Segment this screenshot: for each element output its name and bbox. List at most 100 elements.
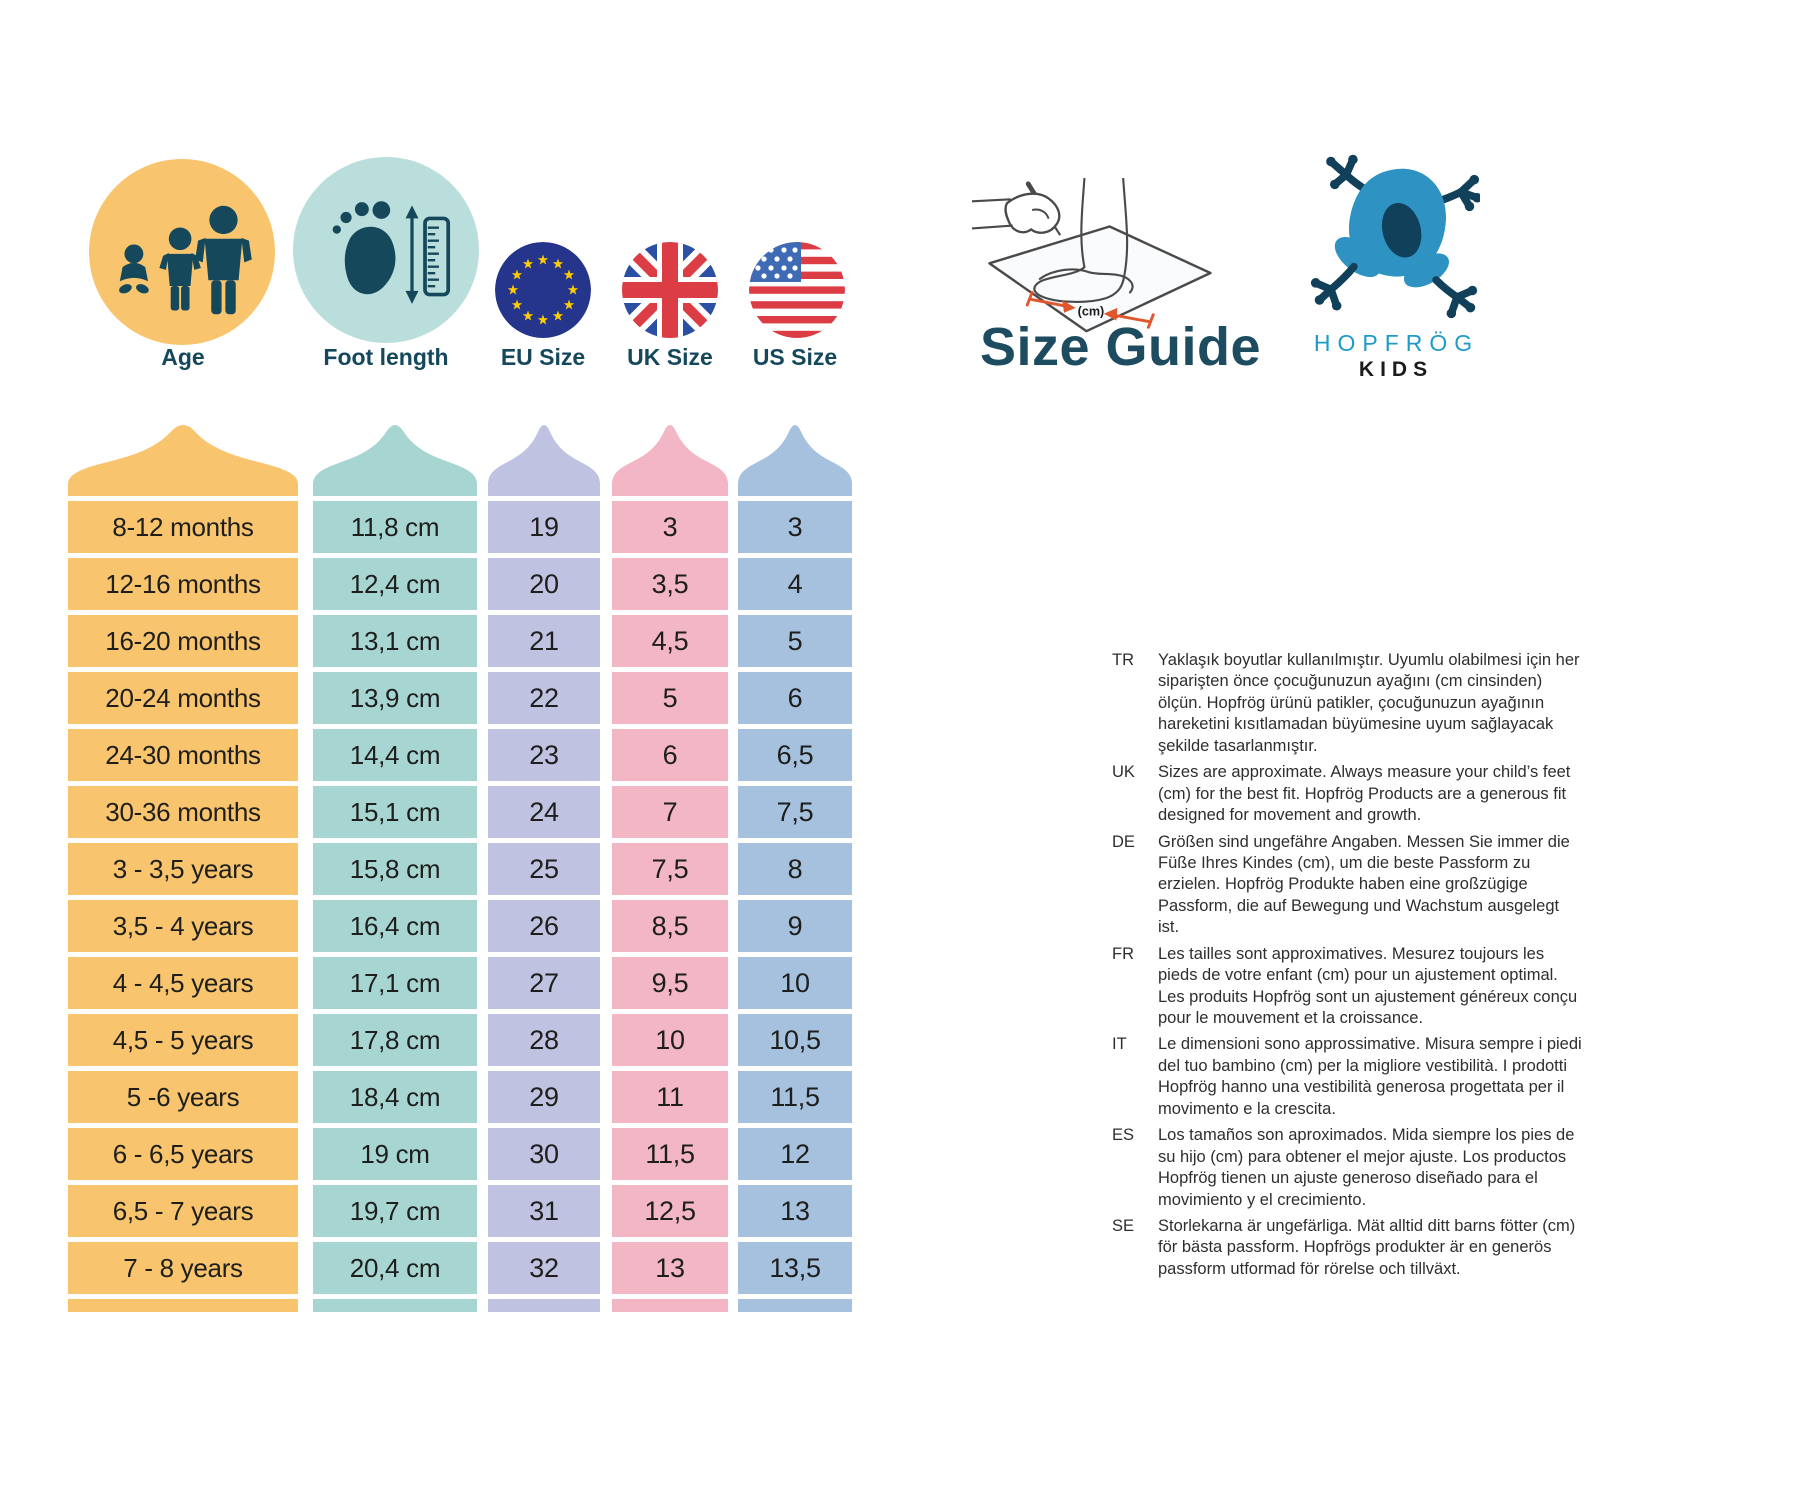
age-cell: 6 - 6,5 years bbox=[68, 1128, 298, 1180]
column-arch-top bbox=[612, 425, 728, 496]
uk-size-cell: 11 bbox=[612, 1071, 728, 1123]
foot-length-cell: 14,4 cm bbox=[313, 729, 477, 781]
us-size-cell: 12 bbox=[738, 1128, 852, 1180]
eu-flag-icon bbox=[495, 242, 591, 338]
note-lang: FR bbox=[1112, 944, 1134, 963]
foot-measuring-illustration: (cm) bbox=[972, 178, 1212, 333]
eu-size-cell: 29 bbox=[488, 1071, 600, 1123]
age-cell: 3,5 - 4 years bbox=[68, 900, 298, 952]
note-lang: ES bbox=[1112, 1126, 1135, 1145]
cropped-next-row bbox=[313, 1299, 477, 1312]
uk-size-cell: 8,5 bbox=[612, 900, 728, 952]
column-header-uk-size: UK Size bbox=[627, 344, 713, 370]
age-cell: 12-16 months bbox=[68, 558, 298, 610]
foot-length-cell: 18,4 cm bbox=[313, 1071, 477, 1123]
foot-length-cell: 19,7 cm bbox=[313, 1185, 477, 1237]
note-text: Los tamaños son aproximados. Mida siempr… bbox=[1158, 1126, 1575, 1209]
foot-length-cell: 12,4 cm bbox=[313, 558, 477, 610]
table-column-uk-size: 3 3,5 4,5 5 6 7 7,5 8,5 9,5 10 11 11,5 12,5 13 bbox=[612, 420, 728, 1312]
us-size-cell: 5 bbox=[738, 615, 852, 667]
foot-length-cell: 17,1 cm bbox=[313, 957, 477, 1009]
column-header-us-size: US Size bbox=[752, 344, 838, 370]
eu-size-cell: 21 bbox=[488, 615, 600, 667]
note-text: Le dimensioni sono approssimative. Misur… bbox=[1158, 1035, 1582, 1118]
note-lang: TR bbox=[1112, 651, 1134, 669]
us-size-cell: 6 bbox=[738, 672, 852, 724]
cropped-next-row bbox=[68, 1299, 298, 1312]
uk-size-cell: 3 bbox=[612, 501, 728, 553]
column-header-foot-length: Foot length bbox=[323, 344, 449, 370]
eu-size-cell: 32 bbox=[488, 1242, 600, 1294]
age-cell: 24-30 months bbox=[68, 729, 298, 781]
table-column-eu-size: 19 20 21 22 23 24 25 26 27 28 29 30 31 32 bbox=[488, 420, 600, 1312]
us-size-cell: 3 bbox=[738, 501, 852, 553]
us-flag-icon bbox=[749, 242, 845, 338]
note-lang: DE bbox=[1112, 832, 1135, 851]
frog-logo-icon bbox=[1310, 154, 1480, 319]
us-size-cell: 8 bbox=[738, 843, 852, 895]
note-lang: SE bbox=[1112, 1216, 1135, 1235]
age-cell: 8-12 months bbox=[68, 501, 298, 553]
age-cell: 7 - 8 years bbox=[68, 1242, 298, 1294]
column-header-age: Age bbox=[161, 344, 205, 370]
note-uk: UK Sizes are approximate. Always measure… bbox=[1112, 762, 1584, 826]
us-size-cell: 11,5 bbox=[738, 1071, 852, 1123]
foot-length-cell: 16,4 cm bbox=[313, 900, 477, 952]
column-arch-top bbox=[68, 425, 298, 496]
foot-length-cell: 17,8 cm bbox=[313, 1014, 477, 1066]
us-size-cell: 10 bbox=[738, 957, 852, 1009]
age-cell: 6,5 - 7 years bbox=[68, 1185, 298, 1237]
uk-size-cell: 7,5 bbox=[612, 843, 728, 895]
note-it: IT Le dimensioni sono approssimative. Mi… bbox=[1112, 1034, 1584, 1120]
uk-size-cell: 12,5 bbox=[612, 1185, 728, 1237]
eu-size-cell: 25 bbox=[488, 843, 600, 895]
note-de: DE Größen sind ungefähre Angaben. Messen… bbox=[1112, 832, 1584, 939]
uk-size-cell: 5 bbox=[612, 672, 728, 724]
cm-unit-label: (cm) bbox=[1078, 305, 1105, 319]
foot-length-cell: 13,9 cm bbox=[313, 672, 477, 724]
notes-block: TR Yaklaşık boyutlar kullanılmıştır. Uyu… bbox=[1112, 650, 1584, 1285]
uk-size-cell: 7 bbox=[612, 786, 728, 838]
note-text: Sizes are approximate. Always measure yo… bbox=[1158, 763, 1571, 825]
uk-size-cell: 13 bbox=[612, 1242, 728, 1294]
foot-length-cell: 20,4 cm bbox=[313, 1242, 477, 1294]
foot-length-cell: 11,8 cm bbox=[313, 501, 477, 553]
note-text: Les tailles sont approximatives. Mesurez… bbox=[1158, 944, 1578, 1027]
note-lang: UK bbox=[1112, 763, 1135, 782]
note-text: Storlekarna är ungefärliga. Mät alltid d… bbox=[1158, 1216, 1576, 1278]
age-children-icon bbox=[89, 159, 275, 345]
eu-size-cell: 22 bbox=[488, 672, 600, 724]
us-size-cell: 13 bbox=[738, 1185, 852, 1237]
age-cell: 4 - 4,5 years bbox=[68, 957, 298, 1009]
us-size-cell: 9 bbox=[738, 900, 852, 952]
uk-flag-icon bbox=[622, 242, 718, 338]
uk-size-cell: 10 bbox=[612, 1014, 728, 1066]
us-size-cell: 10,5 bbox=[738, 1014, 852, 1066]
eu-size-cell: 28 bbox=[488, 1014, 600, 1066]
eu-size-cell: 20 bbox=[488, 558, 600, 610]
table-column-us-size: 3 4 5 6 6,5 7,5 8 9 10 10,5 11,5 12 13 13,5 bbox=[738, 420, 852, 1312]
uk-size-cell: 9,5 bbox=[612, 957, 728, 1009]
us-size-cell: 4 bbox=[738, 558, 852, 610]
column-arch-top bbox=[738, 425, 852, 496]
eu-size-cell: 26 bbox=[488, 900, 600, 952]
age-cell: 16-20 months bbox=[68, 615, 298, 667]
age-cell: 20-24 months bbox=[68, 672, 298, 724]
uk-size-cell: 3,5 bbox=[612, 558, 728, 610]
note-text: Größen sind ungefähre Angaben. Messen Si… bbox=[1158, 832, 1570, 937]
uk-size-cell: 11,5 bbox=[612, 1128, 728, 1180]
age-cell: 30-36 months bbox=[68, 786, 298, 838]
eu-size-cell: 27 bbox=[488, 957, 600, 1009]
eu-size-cell: 24 bbox=[488, 786, 600, 838]
age-cell: 5 -6 years bbox=[68, 1071, 298, 1123]
column-header-eu-size: EU Size bbox=[500, 344, 586, 370]
foot-length-cell: 15,8 cm bbox=[313, 843, 477, 895]
uk-size-cell: 6 bbox=[612, 729, 728, 781]
table-column-foot-length: 11,8 cm 12,4 cm 13,1 cm 13,9 cm 14,4 cm 15,1 … bbox=[313, 420, 477, 1312]
us-size-cell: 7,5 bbox=[738, 786, 852, 838]
age-cell: 3 - 3,5 years bbox=[68, 843, 298, 895]
foot-length-cell: 15,1 cm bbox=[313, 786, 477, 838]
eu-size-cell: 31 bbox=[488, 1185, 600, 1237]
foot-length-cell: 19 cm bbox=[313, 1128, 477, 1180]
